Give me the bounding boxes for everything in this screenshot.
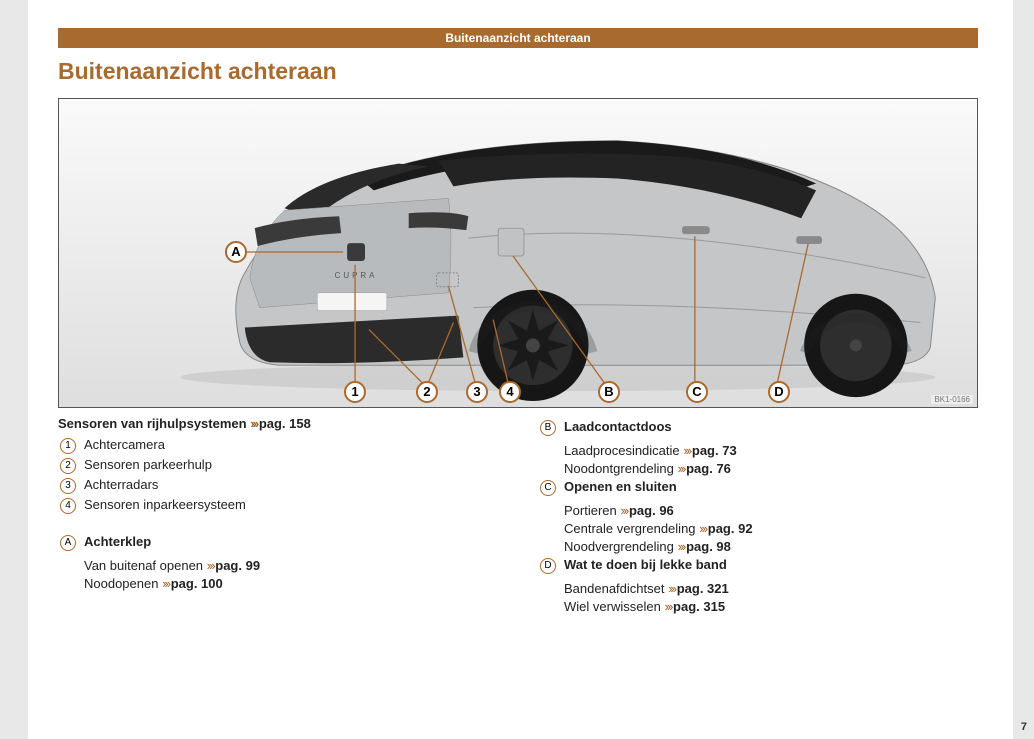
marker-b: B: [540, 420, 556, 436]
callout-3: 3: [466, 381, 488, 403]
section-d-sub1: Bandenafdichtset ››› pag. 321: [538, 581, 978, 596]
section-b-sub2: Noodontgrendeling ››› pag. 76: [538, 461, 978, 476]
arrow-icon: ›››: [162, 576, 171, 591]
b-sub1-text: Laadprocesindicatie: [564, 443, 680, 458]
section-b-title: Laadcontactdoos: [564, 419, 672, 434]
d-sub1-text: Bandenafdichtset: [564, 581, 664, 596]
marker-a: A: [60, 535, 76, 551]
section-b-sub1: Laadprocesindicatie ››› pag. 73: [538, 443, 978, 458]
item1-text: Achtercamera: [84, 437, 165, 452]
section-a-sub1: Van buitenaf openen ››› pag. 99: [58, 558, 498, 573]
callout-b: B: [598, 381, 620, 403]
d-sub1-page: pag. 321: [677, 581, 729, 596]
marker-1: 1: [60, 438, 76, 454]
arrow-icon: ›››: [207, 558, 216, 573]
callout-4: 4: [499, 381, 521, 403]
svg-text:CUPRA: CUPRA: [335, 271, 378, 280]
section-c-sub3: Noodvergrendeling ››› pag. 98: [538, 539, 978, 554]
c-sub1-page: pag. 96: [629, 503, 674, 518]
vehicle-figure: CUPRA: [58, 98, 978, 408]
marker-c: C: [540, 480, 556, 496]
section-c-title: Openen en sluiten: [564, 479, 677, 494]
c-sub1-text: Portieren: [564, 503, 617, 518]
right-column: B Laadcontactdoos Laadprocesindicatie ››…: [538, 416, 978, 617]
image-code: BK1-0166: [931, 395, 973, 404]
a-sub1-text: Van buitenaf openen: [84, 558, 203, 573]
arrow-icon: ›››: [677, 539, 686, 554]
section-c-sub2: Centrale vergrendeling ››› pag. 92: [538, 521, 978, 536]
content-columns: Sensoren van rijhulpsystemen ››› pag. 15…: [58, 416, 978, 617]
manual-page: Buitenaanzicht achteraan Buitenaanzicht …: [28, 0, 1013, 739]
section-d-title: Wat te doen bij lekke band: [564, 557, 727, 572]
a-sub2-text: Noodopenen: [84, 576, 158, 591]
list-item-1: 1 Achtercamera: [58, 437, 498, 454]
arrow-icon: ›››: [699, 521, 708, 536]
sensors-heading-text: Sensoren van rijhulpsystemen: [58, 416, 247, 431]
section-d-heading: D Wat te doen bij lekke band: [538, 557, 978, 578]
list-item-2: 2 Sensoren parkeerhulp: [58, 457, 498, 474]
section-c-sub1: Portieren ››› pag. 96: [538, 503, 978, 518]
b-sub2-text: Noodontgrendeling: [564, 461, 674, 476]
arrow-icon: ›››: [620, 503, 629, 518]
item3-text: Achterradars: [84, 477, 158, 492]
page-number: 7: [1021, 721, 1027, 733]
callout-d: D: [768, 381, 790, 403]
item4-text: Sensoren inparkeersysteem: [84, 497, 246, 512]
car-illustration: CUPRA: [59, 99, 977, 407]
section-b-heading: B Laadcontactdoos: [538, 419, 978, 440]
sensors-heading: Sensoren van rijhulpsystemen ››› pag. 15…: [58, 416, 498, 431]
marker-2: 2: [60, 458, 76, 474]
callout-a: A: [225, 241, 247, 263]
callout-c: C: [686, 381, 708, 403]
c-sub2-page: pag. 92: [708, 521, 753, 536]
arrow-icon: ›››: [668, 581, 677, 596]
a-sub1-page: pag. 99: [215, 558, 260, 573]
list-item-3: 3 Achterradars: [58, 477, 498, 494]
section-c-heading: C Openen en sluiten: [538, 479, 978, 500]
marker-4: 4: [60, 498, 76, 514]
arrow-icon: ›››: [678, 461, 687, 476]
c-sub3-text: Noodvergrendeling: [564, 539, 674, 554]
b-sub1-page: pag. 73: [692, 443, 737, 458]
page-title: Buitenaanzicht achteraan: [58, 58, 337, 85]
arrow-icon: ›››: [664, 599, 673, 614]
section-a-sub2: Noodopenen ››› pag. 100: [58, 576, 498, 591]
a-sub2-page: pag. 100: [171, 576, 223, 591]
b-sub2-page: pag. 76: [686, 461, 731, 476]
marker-3: 3: [60, 478, 76, 494]
callout-2: 2: [416, 381, 438, 403]
d-sub2-page: pag. 315: [673, 599, 725, 614]
arrow-icon: ›››: [250, 416, 259, 431]
c-sub2-text: Centrale vergrendeling: [564, 521, 696, 536]
section-a-heading: A Achterklep: [58, 534, 498, 555]
item2-text: Sensoren parkeerhulp: [84, 457, 212, 472]
callout-1: 1: [344, 381, 366, 403]
section-a-title: Achterklep: [84, 534, 151, 549]
arrow-icon: ›››: [683, 443, 692, 458]
marker-d: D: [540, 558, 556, 574]
d-sub2-text: Wiel verwisselen: [564, 599, 661, 614]
sensors-page: pag. 158: [259, 416, 311, 431]
left-column: Sensoren van rijhulpsystemen ››› pag. 15…: [58, 416, 498, 617]
header-title: Buitenaanzicht achteraan: [445, 31, 590, 45]
list-item-4: 4 Sensoren inparkeersysteem: [58, 497, 498, 514]
header-bar: Buitenaanzicht achteraan: [58, 28, 978, 48]
c-sub3-page: pag. 98: [686, 539, 731, 554]
section-d-sub2: Wiel verwisselen ››› pag. 315: [538, 599, 978, 614]
